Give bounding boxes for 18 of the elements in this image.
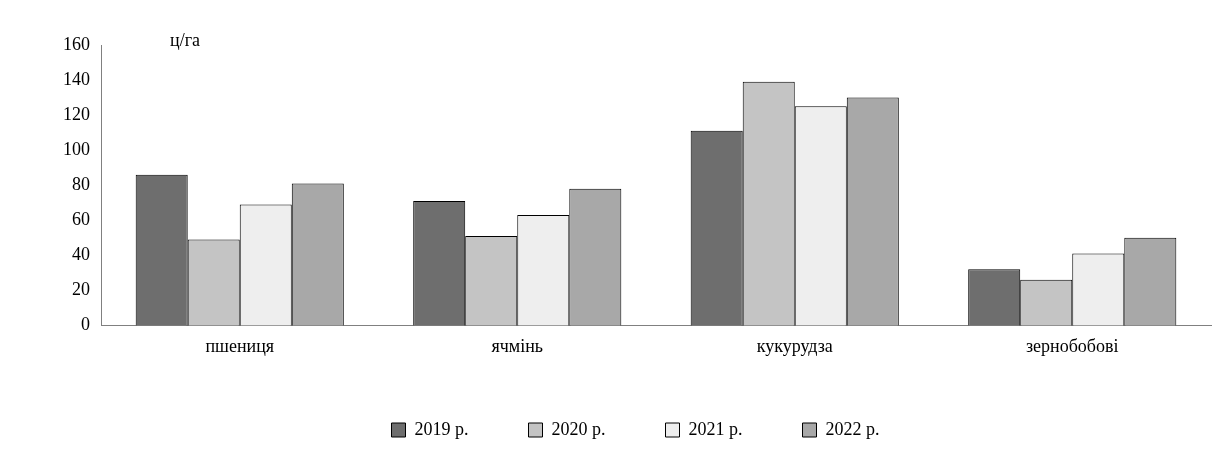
- x-tick-label: зернобобові: [1025, 335, 1119, 356]
- legend-label: 2021 р.: [688, 418, 743, 439]
- y-axis-title: ц/га: [170, 30, 201, 51]
- y-tick-label: 80: [72, 173, 90, 194]
- legend-label: 2019 р.: [414, 418, 469, 439]
- legend-label: 2020 р.: [551, 418, 606, 439]
- y-tick-label: 140: [63, 68, 90, 89]
- y-tick-label: 160: [63, 33, 90, 54]
- y-tick-label: 120: [63, 103, 90, 124]
- legend-label: 2022 р.: [825, 418, 880, 439]
- y-tick-label: 0: [81, 314, 90, 335]
- y-tick-label: 60: [72, 208, 90, 229]
- x-tick-label: кукурудза: [756, 335, 833, 356]
- y-tick-label: 100: [63, 138, 90, 159]
- x-tick-label: ячмінь: [491, 335, 544, 356]
- y-tick-label: 40: [72, 244, 90, 265]
- y-tick-label: 20: [72, 279, 90, 300]
- x-tick-label: пшениця: [205, 335, 275, 356]
